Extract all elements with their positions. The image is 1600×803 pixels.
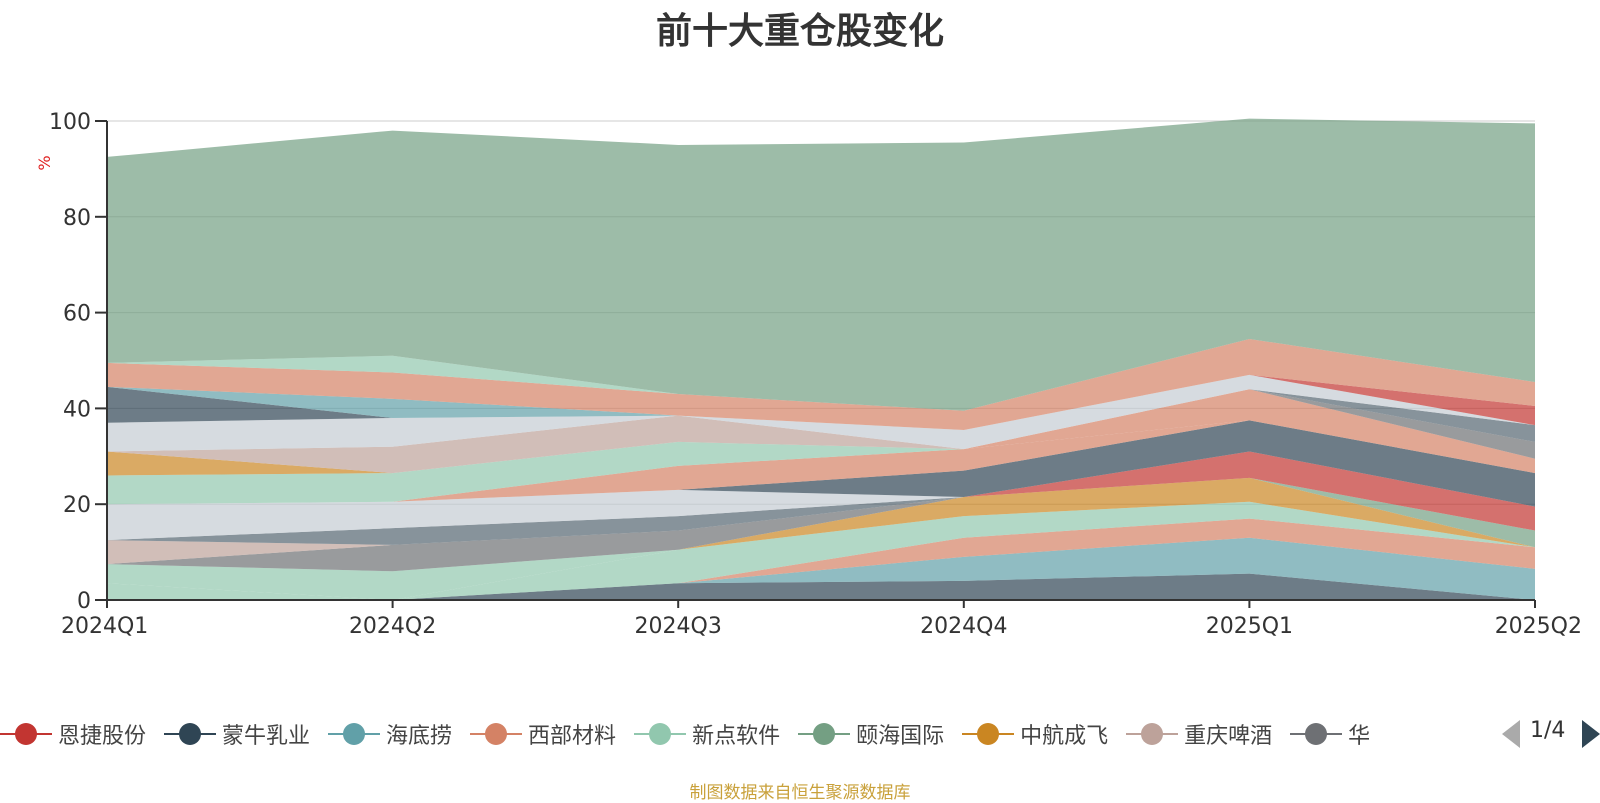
legend-item[interactable]: 中航成飞 (962, 712, 1108, 756)
legend-item[interactable]: 恩捷股份 (0, 712, 146, 756)
y-tick-label: 40 (63, 397, 91, 422)
y-tick-label: 80 (63, 206, 91, 231)
area-series-17 (107, 389, 1535, 474)
area-series-27 (107, 118, 1535, 411)
legend-label: 重庆啤酒 (1184, 724, 1273, 749)
x-tick-label: 2024Q4 (920, 614, 1007, 639)
area-series-18 (107, 389, 1535, 474)
area-series-7 (107, 451, 1535, 600)
legend-label: 蒙牛乳业 (222, 724, 311, 749)
area-series-10 (107, 451, 1535, 545)
legend-label: 海底捞 (386, 724, 453, 749)
legend-symbol-icon (0, 722, 52, 746)
x-tick-label: 2025Q1 (1206, 614, 1293, 639)
area-series-23 (107, 374, 1535, 430)
area-series-2 (107, 518, 1535, 600)
legend-symbol-icon (328, 722, 381, 746)
area-series-3 (107, 501, 1535, 600)
legend-pager: 1/4 (1502, 716, 1600, 752)
legend-symbol-icon (164, 722, 217, 746)
legend-item[interactable]: 新点软件 (634, 712, 780, 756)
legend-label: 颐海国际 (856, 724, 945, 749)
legend-item[interactable]: 西部材料 (470, 712, 616, 756)
legend-item[interactable]: 重庆啤酒 (1126, 712, 1272, 756)
legend-label: 新点软件 (692, 724, 781, 749)
legend-symbol-icon (798, 722, 851, 746)
x-tick-label: 2024Q3 (635, 614, 722, 639)
chart-plot: 0 20 40 60 80 100 2024Q1 2024Q2 2024Q3 2024Q4 2025… (35, 110, 1582, 639)
legend-label: 西部材料 (528, 724, 617, 749)
source-note: 制图数据来自恒生聚源数据库 (689, 783, 911, 803)
area-series-9 (107, 451, 1535, 565)
area-series-13 (107, 420, 1535, 505)
legend-label: 中航成飞 (1020, 724, 1109, 749)
area-series-1 (107, 537, 1535, 600)
legend-symbol-icon (1290, 722, 1343, 746)
legend-label: 华 (1348, 724, 1371, 749)
x-tick-label: 2024Q1 (61, 614, 148, 639)
legend-symbol-icon (470, 722, 523, 746)
x-tick-label: 2024Q2 (349, 614, 436, 639)
pager-prev-icon[interactable] (1502, 720, 1520, 748)
area-series-11 (107, 451, 1535, 541)
y-axis-unit-label: % (35, 155, 54, 170)
area-series-14 (107, 420, 1535, 505)
area-series-0 (107, 573, 1535, 600)
legend-item[interactable]: 海底捞 (328, 712, 452, 756)
pager-next-icon[interactable] (1582, 720, 1600, 748)
area-series-21 (107, 374, 1535, 452)
chart-title: 前十大重仓股变化 (655, 11, 944, 52)
area-series-8 (107, 451, 1535, 572)
legend-item[interactable]: 华 (1290, 712, 1370, 756)
area-series-16 (107, 420, 1535, 476)
legend: 恩捷股份 蒙牛乳业 海底捞 西部材料 新点软件 颐海国际 中航成飞 重庆啤酒 华 (0, 712, 1480, 756)
pager-text: 1/4 (1530, 718, 1566, 743)
legend-symbol-icon (1126, 722, 1179, 746)
legend-symbol-icon (634, 722, 687, 746)
legend-symbol-icon (962, 722, 1015, 746)
y-tick-label: 60 (63, 302, 91, 327)
x-tick-label: 2025Q2 (1495, 614, 1582, 639)
legend-label: 恩捷股份 (58, 724, 147, 749)
legend-item[interactable]: 蒙牛乳业 (164, 712, 310, 756)
area-series-12 (107, 420, 1535, 507)
y-tick-label: 20 (63, 493, 91, 518)
y-tick-label: 100 (49, 110, 91, 135)
area-series-25 (107, 338, 1535, 430)
legend-item[interactable]: 颐海国际 (798, 712, 944, 756)
y-tick-label: 0 (77, 589, 91, 614)
